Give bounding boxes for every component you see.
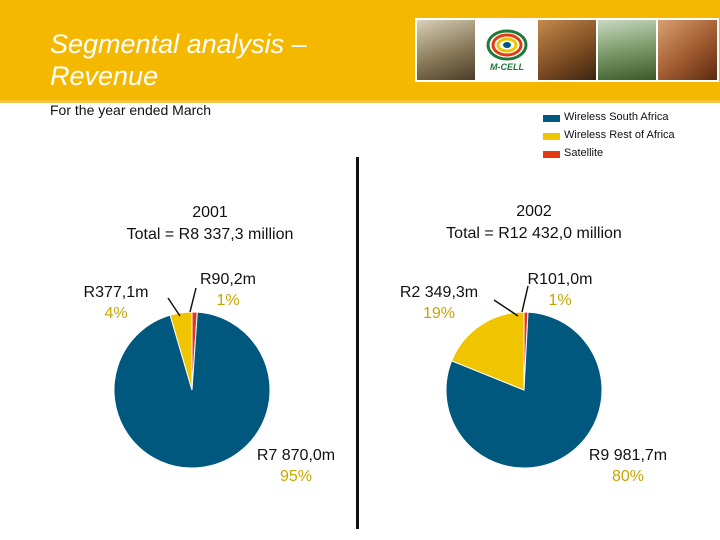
title-line-2: Revenue [50, 61, 159, 91]
legend-label-wireless-roa: Wireless Rest of Africa [564, 129, 675, 141]
pie-2001-rest-leader [167, 297, 181, 317]
legend-swatch-wireless-sa [543, 115, 560, 122]
pie-2002-satellite-percent: 1% [548, 292, 572, 309]
pie-2002-heading: 2002 Total = R12 432,0 million [414, 201, 654, 245]
pie-2001-sa-percent: 95% [279, 468, 313, 485]
header-rule [0, 100, 720, 103]
pie-2001 [113, 311, 271, 469]
pie-2001-total: Total = R8 337,3 million [126, 226, 294, 243]
subtitle: For the year ended March [50, 102, 212, 118]
pie-2001-sa-value: R7 870,0m [256, 447, 336, 464]
logo: M-CELL [477, 20, 537, 80]
pie-2002-rest-leader [493, 299, 519, 317]
logo-text: M-CELL [490, 62, 524, 72]
pie-2001-rest-percent: 4% [104, 305, 128, 322]
pie-2002-rest-value: R2 349,3m [399, 284, 479, 301]
pie-2001-rest-value: R377,1m [83, 284, 149, 301]
legend-label-wireless-sa: Wireless South Africa [564, 111, 669, 123]
slide-title: Segmental analysis – Revenue [50, 28, 307, 92]
legend-swatch-satellite [543, 151, 560, 158]
legend-label-satellite: Satellite [564, 147, 604, 159]
pie-2001-satellite-percent: 1% [216, 292, 240, 309]
legend-swatch-wireless-roa [543, 133, 560, 140]
pie-2002-total: Total = R12 432,0 million [446, 225, 622, 242]
photo-strip: M-CELL [415, 18, 719, 82]
divider-line [356, 157, 359, 529]
pie-2002-satellite-leader [521, 285, 529, 313]
pie-2002-sa-percent: 80% [611, 468, 645, 485]
pie-2001-satellite-value: R90,2m [199, 271, 257, 288]
title-line-1: Segmental analysis – [50, 29, 307, 59]
pie-2001-satellite-leader [189, 287, 197, 313]
pie-2001-year: 2001 [192, 204, 228, 221]
photo-child [538, 20, 596, 80]
pie-2002-rest-percent: 19% [422, 305, 456, 322]
pie-2002 [445, 311, 603, 469]
pie-2002-year: 2002 [516, 203, 552, 220]
pie-2002-slice-rest [451, 311, 525, 391]
logo-rings-icon [486, 29, 528, 61]
pie-2001-heading: 2001 Total = R8 337,3 million [90, 202, 330, 246]
photo-woman [658, 20, 717, 80]
pie-2002-satellite-value: R101,0m [527, 271, 593, 288]
photo-landscape [598, 20, 656, 80]
photo-people [417, 20, 475, 80]
pie-2002-sa-value: R9 981,7m [588, 447, 668, 464]
pie-2001-slice-rest [169, 311, 193, 391]
